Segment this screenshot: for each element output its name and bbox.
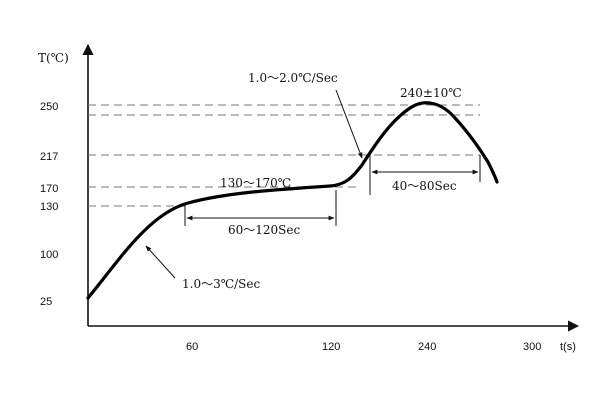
x-tick-60: 60 <box>186 341 198 353</box>
profile-curve <box>86 101 499 300</box>
reflow-time-label: 40～80Sec <box>392 179 457 193</box>
y-tick-217: 217 <box>40 151 58 163</box>
ramp-up-pointer <box>145 245 176 279</box>
ramp-to-peak-pointer <box>335 89 363 159</box>
peak-label: 240±10℃ <box>400 86 462 100</box>
y-tick-25: 25 <box>40 296 52 308</box>
y-tick-170: 170 <box>40 183 58 195</box>
ramp-up-label: 1.0～3℃/Sec <box>182 277 261 291</box>
x-axis-label: t(s) <box>560 341 576 353</box>
x-tick-300: 300 <box>523 341 541 353</box>
x-tick-240: 240 <box>418 341 436 353</box>
x-tick-120: 120 <box>322 341 340 353</box>
preheat-temp-label: 130～170℃ <box>220 176 291 190</box>
ramp-to-peak-label: 1.0～2.0℃/Sec <box>248 71 338 85</box>
y-tick-250: 250 <box>40 101 58 113</box>
y-tick-130: 130 <box>40 201 58 213</box>
y-axis-label: T(℃) <box>38 51 69 65</box>
y-tick-100: 100 <box>40 249 58 261</box>
preheat-time-label: 60～120Sec <box>228 223 300 237</box>
